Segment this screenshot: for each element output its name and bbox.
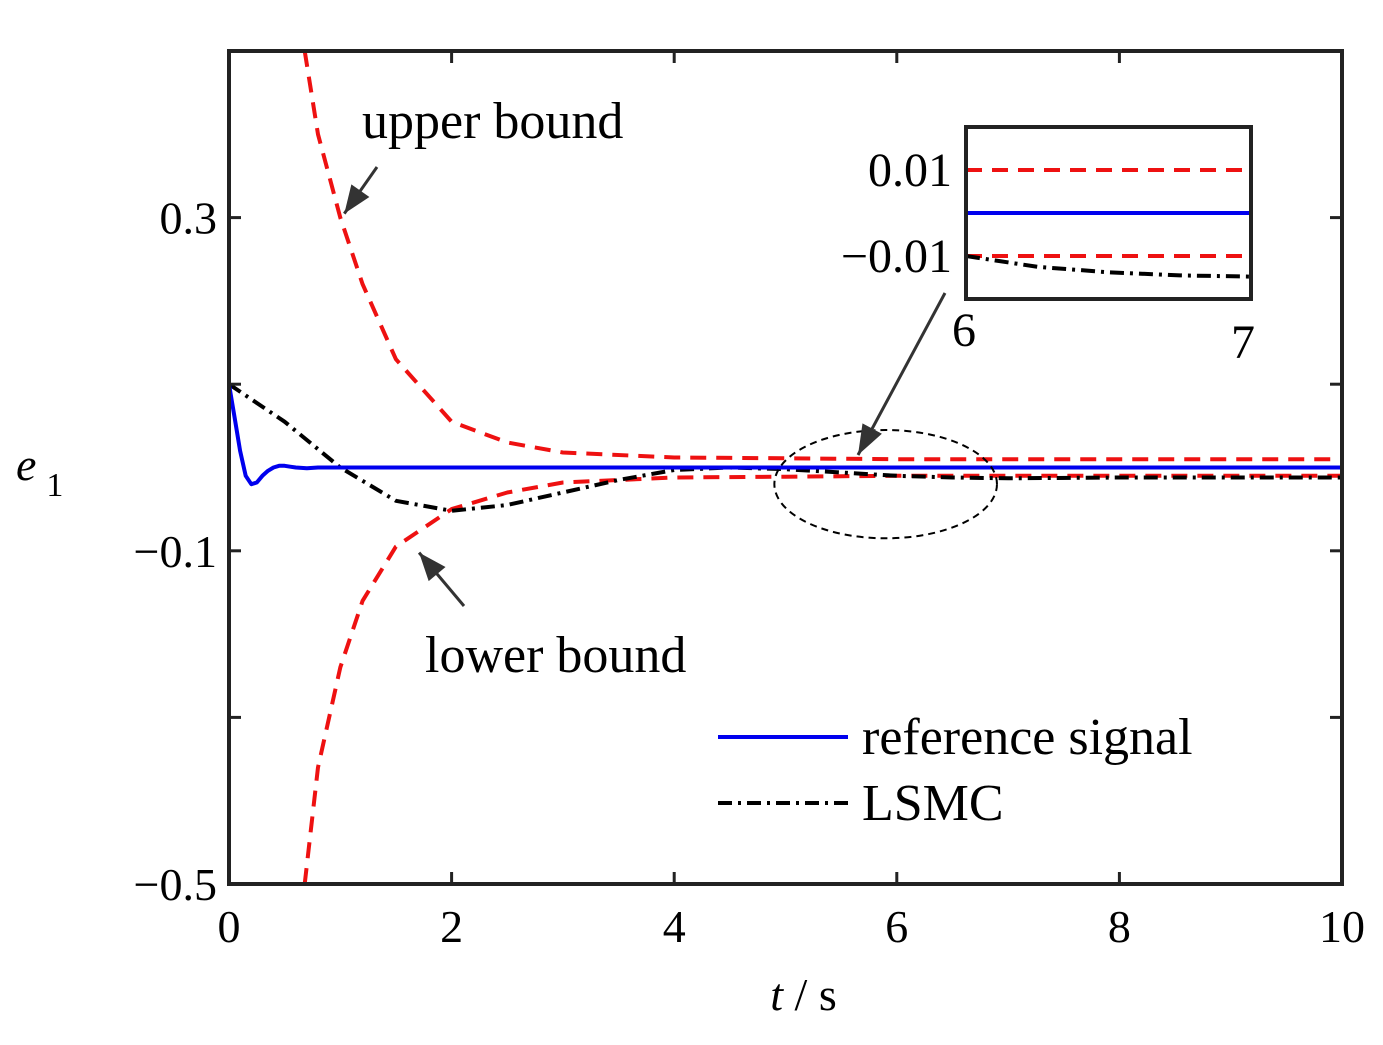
y-axis-subscript: 1 bbox=[46, 467, 63, 504]
x-tick-label: 2 bbox=[440, 901, 463, 952]
inset-pointer-shaft bbox=[856, 292, 947, 456]
inset-x-tick-label: 7 bbox=[1231, 316, 1255, 369]
x-tick-label: 0 bbox=[218, 901, 241, 952]
y-tick-label: −0.5 bbox=[134, 859, 217, 910]
x-tick-label: 8 bbox=[1108, 901, 1131, 952]
y-axis-var: e bbox=[16, 439, 36, 490]
x-tick-label: 10 bbox=[1319, 901, 1365, 952]
annotation-layer: upper bound lower bound bbox=[343, 93, 686, 684]
x-axis-var: t bbox=[770, 969, 784, 1020]
x-axis-unit: / s bbox=[783, 969, 837, 1020]
inset-frame bbox=[964, 125, 1253, 301]
inset-x-tick-label: 6 bbox=[952, 304, 976, 357]
annotation-lower-bound: lower bound bbox=[425, 627, 686, 684]
inset-y-tick-label: 0.01 bbox=[868, 144, 952, 197]
inset-series-group bbox=[966, 168, 1251, 279]
series-line-upper-bound bbox=[302, 51, 1342, 462]
annotation-upper-bound: upper bound bbox=[362, 93, 623, 150]
inset-layer: 6 7 0.01 −0.01 bbox=[841, 125, 1255, 456]
annotation-upper-arrow-head bbox=[344, 184, 370, 214]
inset-y-tick-label: −0.01 bbox=[841, 230, 952, 283]
legend-label: reference signal bbox=[862, 709, 1193, 766]
x-tick-label: 4 bbox=[663, 901, 686, 952]
series-line-lower-bound bbox=[302, 473, 1342, 884]
x-axis-label: t / s bbox=[770, 969, 836, 1020]
y-tick-label: −0.1 bbox=[134, 526, 217, 577]
inset-pointer-head bbox=[858, 423, 882, 455]
series-line-reference-signal bbox=[229, 383, 1342, 487]
legend-label: LSMC bbox=[862, 775, 1004, 832]
zoom-region-ellipse bbox=[773, 429, 998, 540]
series-line-lsmc bbox=[229, 382, 1342, 513]
annotation-lower-arrow-head bbox=[419, 552, 446, 582]
main-series-layer bbox=[229, 51, 1342, 884]
plot-frame bbox=[227, 49, 1344, 886]
y-tick-label: 0.3 bbox=[160, 193, 218, 244]
legend-layer: reference signal LSMC bbox=[718, 709, 1193, 832]
inset-series-line bbox=[966, 254, 1251, 279]
zoom-region-layer bbox=[773, 429, 998, 540]
axes-layer: 0 2 4 6 8 10 −0.5 −0.1 0.3 t / s e 1 bbox=[16, 49, 1365, 1020]
x-tick-label: 6 bbox=[885, 901, 908, 952]
